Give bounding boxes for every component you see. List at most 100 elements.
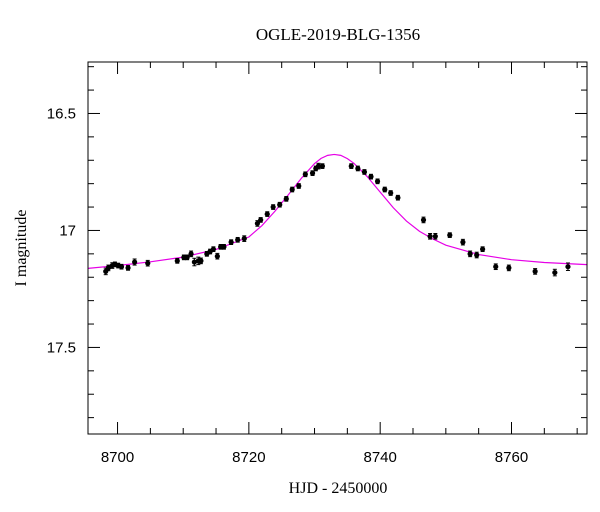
data-points-group <box>103 162 571 277</box>
plot-frame <box>87 61 588 435</box>
data-point <box>277 201 283 208</box>
point-marker <box>191 259 197 265</box>
axis-ticks <box>88 62 587 434</box>
y-tick-label: 17.5 <box>47 339 76 356</box>
data-point <box>388 190 394 196</box>
data-point <box>382 186 388 193</box>
data-point <box>214 252 220 260</box>
data-point <box>315 162 322 170</box>
y-tick-label: 16.5 <box>47 105 76 122</box>
tick-labels: 8700 8720 8740 8760 16.5 17 17.5 <box>47 105 528 466</box>
point-marker <box>506 265 512 271</box>
y-axis-label: I magnitude <box>13 210 30 287</box>
data-point <box>474 251 480 259</box>
point-marker <box>361 169 368 175</box>
point-marker <box>277 202 283 208</box>
data-point <box>480 246 486 253</box>
x-tick-label: 8740 <box>363 449 396 466</box>
data-point <box>125 265 131 271</box>
x-axis-label: HJD - 2450000 <box>289 480 388 497</box>
data-point <box>283 196 289 202</box>
point-marker <box>474 252 480 258</box>
data-point <box>228 239 234 245</box>
point-marker <box>565 264 571 270</box>
point-marker <box>174 258 180 264</box>
point-marker <box>235 237 241 243</box>
data-point <box>289 186 295 193</box>
data-point <box>221 243 227 250</box>
data-point <box>432 232 438 240</box>
data-point <box>395 194 401 201</box>
point-marker <box>480 246 486 252</box>
point-marker <box>258 217 264 223</box>
data-point <box>270 204 276 210</box>
point-marker <box>264 211 270 217</box>
point-marker <box>241 236 247 242</box>
data-point <box>258 217 264 223</box>
point-marker <box>532 268 538 274</box>
point-marker <box>319 163 325 169</box>
data-point <box>241 235 247 242</box>
point-marker <box>132 259 138 265</box>
point-marker <box>289 186 295 193</box>
data-point <box>309 170 316 176</box>
point-marker <box>145 260 151 266</box>
data-point <box>493 263 499 271</box>
point-marker <box>427 233 433 239</box>
data-point <box>296 183 302 189</box>
point-marker <box>432 233 438 239</box>
data-point <box>118 263 125 270</box>
data-point <box>198 257 204 265</box>
x-tick-label: 8700 <box>101 449 134 466</box>
data-point <box>105 264 111 272</box>
data-point <box>302 171 308 178</box>
point-marker <box>228 239 234 245</box>
x-tick-label: 8720 <box>232 449 265 466</box>
data-point <box>184 254 190 261</box>
point-marker <box>315 163 322 169</box>
data-point <box>264 211 270 217</box>
data-point <box>191 257 197 267</box>
point-marker <box>374 178 381 184</box>
data-point <box>145 259 151 267</box>
data-point <box>355 165 361 172</box>
point-marker <box>214 253 220 259</box>
data-point <box>210 246 217 253</box>
data-point <box>506 264 512 272</box>
data-point <box>427 232 433 240</box>
data-point <box>532 268 538 275</box>
data-point <box>361 169 368 175</box>
data-point <box>368 173 374 180</box>
point-marker <box>382 186 388 193</box>
point-marker <box>302 171 308 177</box>
point-marker <box>118 264 125 270</box>
chart-title: OGLE-2019-BLG-1356 <box>256 25 420 44</box>
point-marker <box>125 265 131 271</box>
data-point <box>447 232 453 238</box>
point-marker <box>296 183 302 189</box>
point-marker <box>388 190 394 196</box>
x-tick-label: 8760 <box>495 449 528 466</box>
point-marker <box>270 204 276 210</box>
data-point <box>235 236 241 243</box>
point-marker <box>355 165 361 172</box>
point-marker <box>221 244 227 250</box>
point-marker <box>460 239 466 245</box>
point-marker <box>368 174 374 180</box>
data-point <box>460 238 466 246</box>
point-marker <box>198 258 204 264</box>
point-marker <box>420 217 427 223</box>
model-curve <box>87 153 588 269</box>
data-point <box>188 250 194 258</box>
point-marker <box>210 246 217 252</box>
data-point <box>552 268 558 277</box>
data-point <box>565 262 571 271</box>
point-marker <box>447 232 453 238</box>
data-point <box>467 250 473 258</box>
data-point <box>319 163 325 169</box>
point-marker <box>184 254 190 260</box>
model-curve-group <box>87 153 588 269</box>
point-marker <box>105 265 111 271</box>
point-marker <box>309 170 316 176</box>
